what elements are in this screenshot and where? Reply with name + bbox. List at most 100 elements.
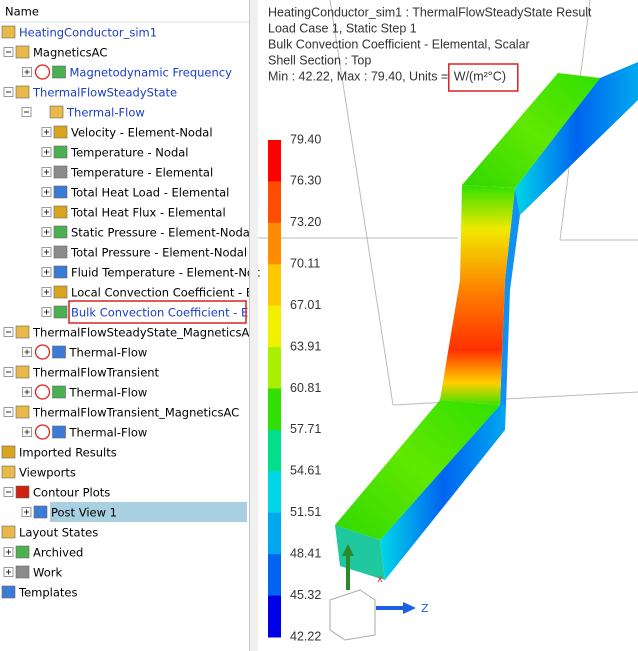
legend-label: 73.20 <box>290 215 321 229</box>
node-label[interactable]: ThermalFlowSteadyState <box>32 86 177 100</box>
node-label[interactable]: Total Pressure - Element-Nodal <box>70 246 247 260</box>
node-icon <box>33 505 48 519</box>
status-icon <box>34 64 51 80</box>
node-label[interactable]: Temperature - Nodal <box>70 146 189 160</box>
node-icon <box>15 365 30 379</box>
scene-line <box>392 391 638 406</box>
units: W/(m²°C) <box>454 69 506 83</box>
legend-band <box>268 595 281 638</box>
node-label[interactable]: ThermalFlowSteadyState_MagneticsAC <box>32 326 257 340</box>
node-icon <box>52 345 66 359</box>
info-line: Min : 42.22, Max : 79.40, Units = <box>268 69 452 83</box>
legend-band <box>268 181 281 224</box>
node-icon <box>53 265 68 279</box>
scene-line <box>329 0 394 406</box>
node-label[interactable]: ThermalFlowTransient_MagneticsAC <box>32 406 239 420</box>
node-icon <box>15 565 30 579</box>
node-icon <box>1 465 16 479</box>
node-icon <box>52 385 66 399</box>
legend-band <box>268 347 281 389</box>
header-bar <box>0 0 249 22</box>
info-line: Bulk Convection Coefficient - Elemental,… <box>268 37 530 51</box>
legend-label: 54.61 <box>290 464 321 478</box>
result-tree: Name HeatingConductor_sim1 MagneticsAC Mag… <box>0 0 260 651</box>
node-label[interactable]: Local Convection Coefficient - El <box>71 286 256 300</box>
node-label[interactable]: Work <box>33 566 62 580</box>
node-label[interactable]: Viewports <box>19 466 76 480</box>
legend-band <box>268 388 281 431</box>
node-icon <box>1 25 16 39</box>
node-icon <box>52 65 66 79</box>
node-label[interactable]: Thermal-Flow <box>69 346 148 360</box>
node-label[interactable]: Velocity - Element-Nodal <box>71 126 213 140</box>
node-label[interactable]: Layout States <box>19 526 98 540</box>
legend-label: 42.22 <box>290 629 321 643</box>
node-label[interactable]: Magnetodynamic Frequency <box>70 66 233 80</box>
highlight-box <box>448 63 519 92</box>
legend-label: 51.51 <box>290 505 321 519</box>
node-label[interactable]: MagneticsAC <box>33 46 107 60</box>
triad-x-label: x <box>377 574 383 585</box>
node-icon <box>52 425 66 439</box>
legend-band <box>268 222 281 265</box>
node-label[interactable]: Archived <box>33 546 83 560</box>
header-name[interactable]: Name <box>5 5 39 19</box>
node-icon <box>53 145 68 159</box>
model-face <box>462 73 600 188</box>
legend-band <box>268 305 281 348</box>
node-label[interactable]: ThermalFlowTransient <box>32 366 160 380</box>
node-label[interactable]: Total Heat Load - Elemental <box>70 186 229 200</box>
node-label[interactable]: Thermal-Flow <box>69 426 148 440</box>
legend-label: 48.41 <box>290 546 321 560</box>
triad-box <box>329 589 376 641</box>
triad-arrow <box>403 602 416 614</box>
node-label[interactable]: Thermal-Flow <box>66 106 145 120</box>
node-icon <box>1 525 16 539</box>
legend-label: 79.40 <box>290 132 321 146</box>
legend: 79.40 76.30 73.20 70.11 67.01 63.91 60.81 57.71… <box>268 132 321 643</box>
model-face <box>440 185 515 405</box>
node-icon <box>15 325 30 339</box>
tree-background <box>0 0 249 651</box>
node-icon <box>53 165 68 179</box>
node-label[interactable]: Thermal-Flow <box>69 386 148 400</box>
node-label[interactable]: Static Pressure - Element-Nodal <box>71 226 253 240</box>
node-icon <box>15 85 30 99</box>
node-icon <box>53 185 68 199</box>
node-icon <box>53 305 68 319</box>
node-label[interactable]: HeatingConductor_sim1 <box>19 26 157 40</box>
model-face <box>380 405 506 580</box>
node-label[interactable]: Bulk Convection Coefficient - Ele <box>71 306 259 320</box>
status-icon <box>34 424 51 440</box>
node-icon <box>53 285 68 299</box>
legend-band <box>268 264 281 307</box>
node-label[interactable]: Fluid Temperature - Element-Noc <box>71 266 260 280</box>
model-face <box>500 188 520 405</box>
legend-label: 45.32 <box>290 588 321 602</box>
result-info: HeatingConductor_sim1 : ThermalFlowStead… <box>268 5 592 92</box>
node-icon <box>53 225 68 239</box>
node-label[interactable]: Contour Plots <box>33 486 110 500</box>
node-label[interactable]: Temperature - Elemental <box>70 166 213 180</box>
model-face <box>335 400 500 540</box>
node-label[interactable]: Post View 1 <box>51 506 117 520</box>
node-icon <box>15 485 30 499</box>
viewport: Z x <box>258 0 638 641</box>
node-icon <box>1 585 16 599</box>
highlight-box <box>68 300 247 324</box>
legend-label: 76.30 <box>290 174 321 188</box>
splitter-bar[interactable] <box>250 0 258 651</box>
status-icon <box>34 344 51 360</box>
node-label[interactable]: Total Heat Flux - Elemental <box>70 206 226 220</box>
node-label[interactable]: Imported Results <box>19 446 117 460</box>
legend-label: 60.81 <box>290 381 321 395</box>
node-icon <box>15 405 30 419</box>
selection-highlight <box>50 502 247 522</box>
node-icon <box>49 105 64 119</box>
status-icon <box>34 384 51 400</box>
triad-arrow <box>342 544 354 556</box>
node-icon <box>15 545 30 559</box>
node-label[interactable]: Templates <box>18 586 77 600</box>
